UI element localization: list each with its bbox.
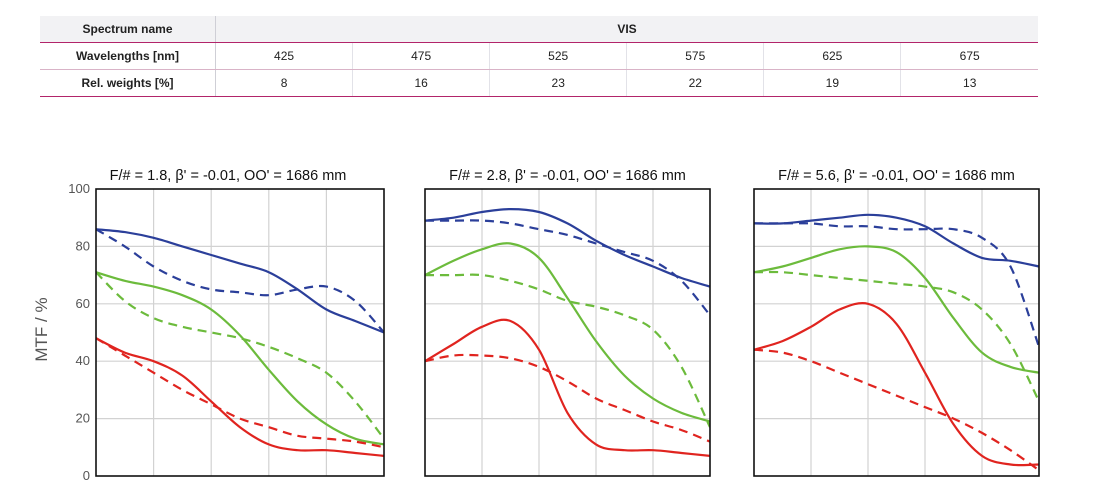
weight-cell: 16 — [352, 69, 491, 97]
y-tick-label: 40 — [76, 353, 90, 368]
series-line-red-dashed — [96, 337, 384, 449]
weight-cell: 22 — [626, 69, 765, 97]
wavelength-cell: 625 — [763, 42, 902, 70]
wavelength-cell: 525 — [489, 42, 628, 70]
spectrum-name-value: VIS — [215, 16, 1038, 43]
spectrum-table: Spectrum name VIS Wavelengths [nm] 425 4… — [40, 16, 1038, 97]
plot-frame — [424, 188, 711, 477]
wavelength-cell: 575 — [626, 42, 765, 70]
series-line-blue-solid — [425, 207, 710, 288]
chart-title: F/# = 5.6, β' = -0.01, OO' = 1686 mm — [778, 168, 1015, 184]
plot-area — [754, 189, 1039, 476]
chart-title: F/# = 2.8, β' = -0.01, OO' = 1686 mm — [449, 168, 686, 184]
wavelength-cell: 675 — [900, 42, 1038, 70]
plot-area — [425, 189, 710, 476]
series-line-red-solid — [754, 302, 1039, 467]
series-line-blue-solid — [96, 228, 384, 334]
series-line-green-solid — [425, 242, 710, 423]
series-line-green-solid — [754, 245, 1039, 374]
series-line-green-dashed — [96, 271, 384, 440]
weight-cell: 19 — [763, 69, 902, 97]
chart-title: F/# = 1.8, β' = -0.01, OO' = 1686 mm — [110, 168, 347, 184]
y-tick-label: 80 — [76, 238, 90, 253]
wavelength-label: Wavelengths [nm] — [40, 42, 216, 70]
series-line-red-solid — [96, 337, 384, 457]
weight-label: Rel. weights [%] — [40, 69, 216, 97]
y-tick-label: 20 — [76, 411, 90, 426]
mtf-chart-3: F/# = 5.6, β' = -0.01, OO' = 1686 mm — [753, 168, 1040, 477]
spectrum-name-row: Spectrum name VIS — [40, 16, 1038, 43]
wavelength-row: Wavelengths [nm] 425 475 525 575 625 675 — [40, 42, 1038, 70]
y-tick-label: 100 — [68, 181, 90, 196]
series-line-green-dashed — [754, 270, 1039, 402]
series-line-red-dashed — [754, 348, 1039, 472]
series-line-blue-dashed — [96, 228, 384, 334]
plot-frame — [95, 188, 385, 477]
weight-cell: 13 — [900, 69, 1038, 97]
series-line-red-solid — [425, 318, 710, 457]
series-line-green-dashed — [425, 273, 710, 428]
y-axis-label: MTF / % — [32, 297, 51, 361]
series-line-blue-solid — [754, 213, 1039, 268]
mtf-chart-2: F/# = 2.8, β' = -0.01, OO' = 1686 mm — [424, 168, 711, 477]
mtf-chart-1: F/# = 1.8, β' = -0.01, OO' = 1686 mm 0 20 4… — [32, 168, 385, 483]
plot-frame — [753, 188, 1040, 477]
weight-cell: 23 — [489, 69, 628, 97]
weight-cell: 8 — [215, 69, 354, 97]
series-line-red-dashed — [425, 353, 710, 443]
series-line-blue-dashed — [754, 222, 1039, 348]
series-line-blue-dashed — [425, 219, 710, 316]
weight-row: Rel. weights [%] 8 16 23 22 19 13 — [40, 69, 1038, 97]
y-tick-label: 0 — [83, 468, 90, 483]
spectrum-name-label: Spectrum name — [40, 16, 216, 43]
y-tick-label: 60 — [76, 296, 90, 311]
wavelength-cell: 475 — [352, 42, 491, 70]
series-line-green-solid — [96, 271, 384, 446]
wavelength-cell: 425 — [215, 42, 354, 70]
